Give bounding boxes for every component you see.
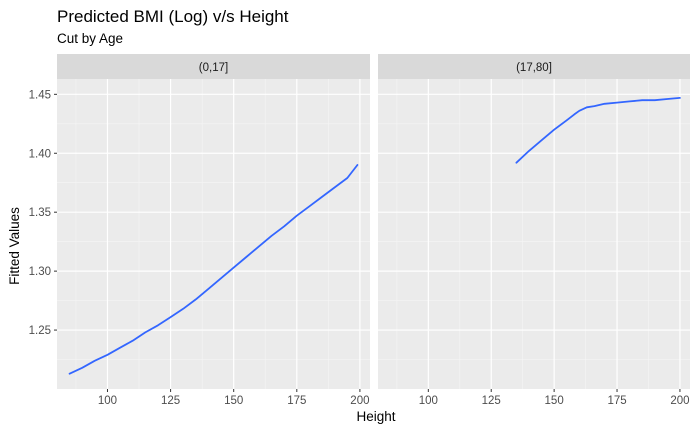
facet-panel-1: (17,80] 100 125 150 175 200 <box>378 54 690 407</box>
x-tick-label: 125 <box>161 395 180 407</box>
series-line-panel-1 <box>515 97 681 164</box>
y-axis: 1.25 1.30 1.35 1.40 1.45 <box>29 89 57 337</box>
x-tick-label: 150 <box>545 395 564 407</box>
series-line-panel-0 <box>68 164 359 375</box>
x-axis-title: Height <box>356 409 395 424</box>
y-axis-title: Fitted Values <box>7 207 22 285</box>
x-tick-label: 100 <box>419 395 438 407</box>
chart-subtitle: Cut by Age <box>57 31 124 46</box>
facet-panel-0: (0,17] 100 125 150 175 200 <box>57 54 370 407</box>
chart-title: Predicted BMI (Log) v/s Height <box>57 7 289 26</box>
facet-strip-label-1: (17,80] <box>516 62 552 74</box>
panel-background-0 <box>57 79 370 389</box>
facet-strip-0 <box>57 54 370 79</box>
facet-strip-label-0: (0,17] <box>199 62 228 74</box>
y-tick-label: 1.25 <box>29 325 51 337</box>
y-tick-label: 1.35 <box>29 207 51 219</box>
y-tick-label: 1.30 <box>29 266 51 278</box>
x-tick-label: 100 <box>98 395 117 407</box>
x-tick-label: 200 <box>670 395 689 407</box>
panel-background-1 <box>378 79 690 389</box>
y-tick-label: 1.40 <box>29 148 51 160</box>
x-tick-label: 150 <box>224 395 243 407</box>
x-tick-label: 175 <box>607 395 626 407</box>
x-tick-label: 200 <box>350 395 369 407</box>
x-tick-label: 125 <box>482 395 501 407</box>
x-tick-label: 175 <box>287 395 306 407</box>
facet-strip-1 <box>378 54 690 79</box>
y-tick-label: 1.45 <box>29 89 51 101</box>
